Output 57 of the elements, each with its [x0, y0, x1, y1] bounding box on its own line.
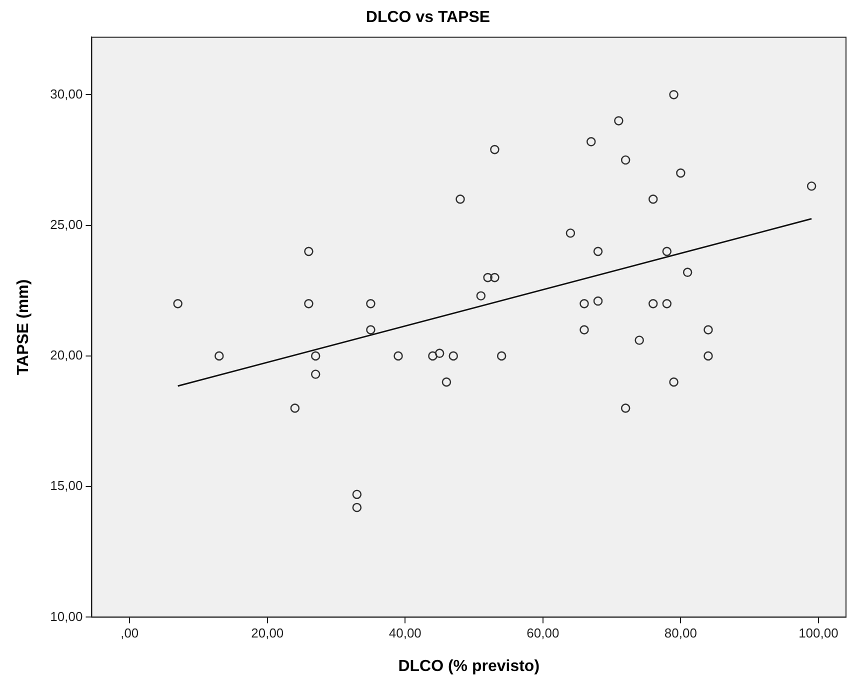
point — [290, 404, 300, 413]
point — [580, 325, 589, 334]
point — [366, 325, 376, 334]
point — [580, 299, 589, 308]
point — [614, 116, 624, 126]
x-tick-label: ,00 — [120, 626, 139, 641]
point — [352, 502, 362, 512]
point — [310, 370, 320, 379]
y-tick-label: 15,00 — [50, 478, 83, 494]
y-tick-label: 10,00 — [50, 608, 83, 624]
point — [620, 404, 630, 413]
point — [434, 348, 444, 358]
point — [304, 299, 314, 308]
point — [456, 194, 465, 204]
point — [214, 351, 224, 361]
point — [669, 90, 678, 100]
y-axis-title: TAPSE (mm) — [15, 279, 32, 376]
point — [394, 351, 403, 361]
point — [490, 272, 500, 282]
chart-title: DLCO vs TAPSE — [366, 9, 490, 26]
point — [448, 351, 458, 361]
point — [704, 351, 713, 361]
y-tick-label: 20,00 — [50, 348, 83, 363]
point — [173, 299, 182, 308]
point — [662, 246, 672, 256]
x-tick-label: 40,00 — [388, 626, 422, 641]
y-tick-label: 30,00 — [50, 86, 83, 102]
point — [648, 299, 658, 308]
point — [442, 377, 452, 387]
point — [483, 272, 492, 282]
x-tick-label: 100,00 — [798, 626, 838, 641]
point — [496, 351, 506, 361]
point — [352, 490, 362, 500]
x-tick-label: 20,00 — [251, 626, 284, 641]
point — [428, 351, 438, 361]
x-tick-label: 60,00 — [526, 626, 560, 641]
point — [662, 299, 672, 308]
point — [806, 181, 816, 191]
point — [566, 228, 576, 238]
point — [620, 155, 630, 165]
point — [669, 377, 678, 387]
point — [593, 246, 603, 256]
point — [586, 137, 596, 146]
point — [682, 268, 692, 277]
y-tick-label: 25,00 — [50, 216, 83, 232]
point — [704, 325, 713, 334]
point — [310, 351, 320, 361]
x-tick-label: 80,00 — [664, 626, 697, 641]
point — [366, 299, 376, 308]
x-axis-title: DLCO (% previsto) — [398, 658, 540, 675]
point — [476, 291, 486, 300]
point — [490, 144, 500, 154]
point — [593, 296, 603, 306]
point — [634, 336, 644, 345]
point — [676, 168, 686, 178]
point — [304, 246, 314, 256]
point — [648, 194, 658, 204]
